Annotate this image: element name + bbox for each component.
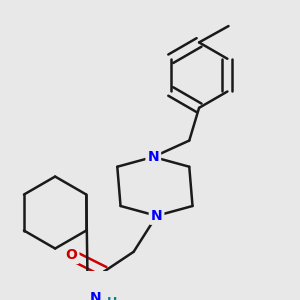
Text: N: N [148, 150, 159, 164]
Text: O: O [65, 248, 77, 262]
Text: H: H [107, 296, 118, 300]
Text: N: N [90, 291, 102, 300]
Text: N: N [151, 209, 162, 223]
